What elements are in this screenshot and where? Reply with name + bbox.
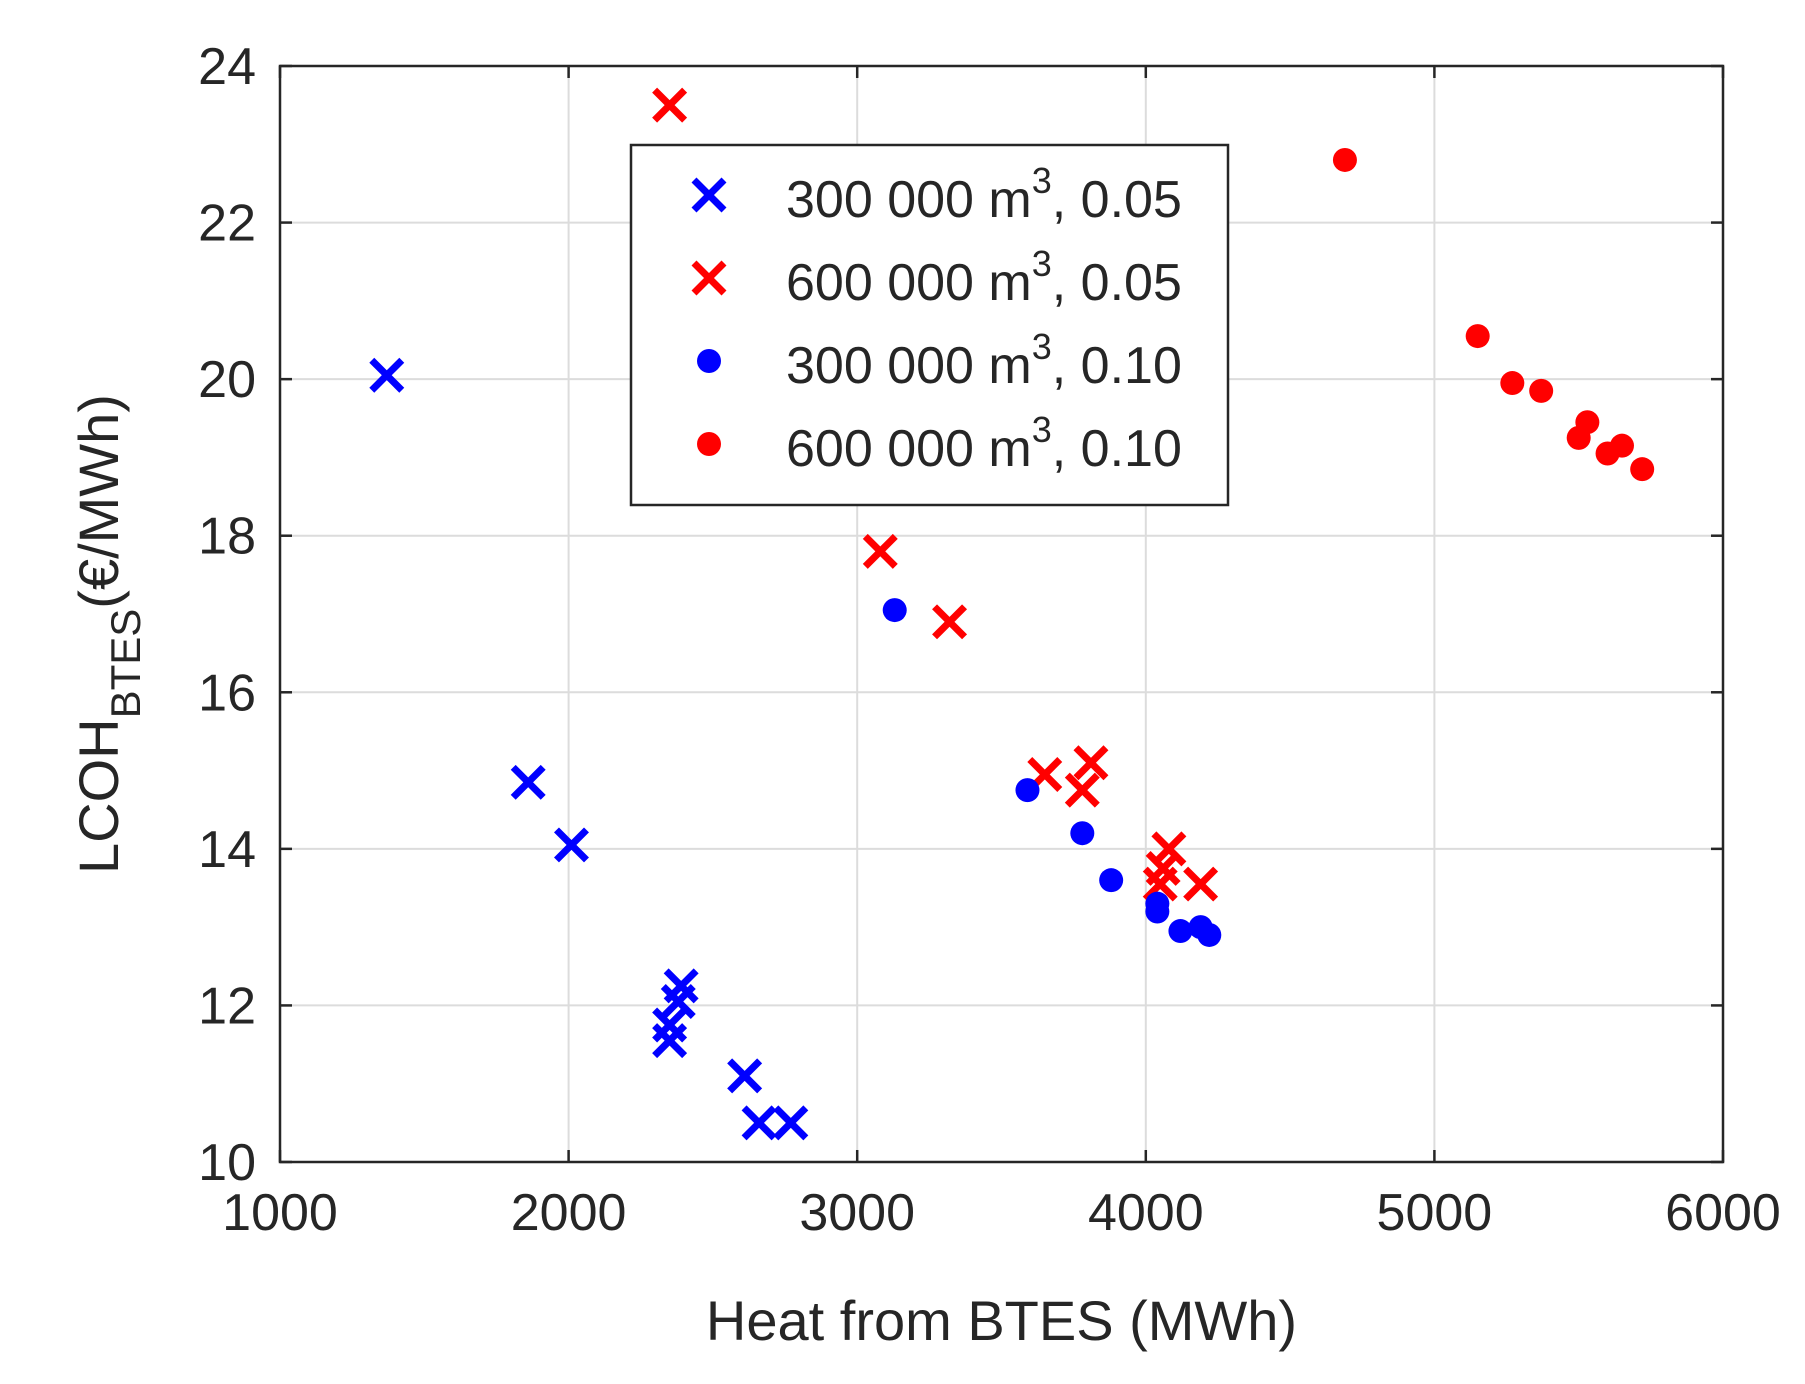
- legend-label: 300 000 m3, 0.10: [786, 326, 1182, 395]
- x-marker-point: [1151, 831, 1187, 867]
- legend-entry: 600 000 m3, 0.10: [697, 409, 1182, 478]
- series-1: [369, 357, 809, 1141]
- x-marker-point: [369, 357, 405, 393]
- x-tick-label: 3000: [799, 1184, 915, 1242]
- x-tick-label: 6000: [1665, 1184, 1781, 1242]
- legend-entry: 600 000 m3, 0.05: [691, 243, 1182, 312]
- x-tick-label: 4000: [1088, 1184, 1204, 1242]
- legend: 300 000 m3, 0.05 600 000 m3, 0.05 300 000 …: [629, 143, 1230, 507]
- dot-marker-point: [1197, 922, 1222, 947]
- legend-entry: 300 000 m3, 0.10: [697, 326, 1182, 395]
- series-3: [882, 598, 1222, 947]
- x-marker-point: [862, 533, 898, 569]
- y-tick-label: 18: [198, 508, 256, 566]
- series-4: [1332, 147, 1655, 482]
- x-tick-label: 1000: [222, 1184, 338, 1242]
- x-marker-point: [773, 1105, 809, 1141]
- y-tick-label: 16: [198, 664, 256, 722]
- dot-marker-point: [1609, 433, 1634, 458]
- dot-marker-point: [1145, 899, 1170, 924]
- x-tick-label: 2000: [511, 1184, 627, 1242]
- dot-marker-point: [1465, 324, 1490, 349]
- legend-marker: [691, 260, 727, 296]
- plot-frame: [278, 64, 1725, 1164]
- dot-marker-point: [1566, 425, 1591, 450]
- x-marker-point: [554, 827, 589, 863]
- x-marker-point: [652, 1023, 688, 1059]
- y-axis-label-main: LCOH: [67, 718, 130, 874]
- x-tick-label: 5000: [1377, 1184, 1493, 1242]
- data-points: [369, 87, 1655, 1141]
- y-axis-label-subscript: BTES: [102, 609, 149, 719]
- y-tick-label: 20: [198, 351, 256, 409]
- y-axis-label: LCOHBTES(€/MWh): [67, 394, 149, 874]
- legend-label: 600 000 m3, 0.05: [786, 243, 1182, 312]
- y-tick-label: 14: [198, 821, 256, 879]
- x-marker-point: [741, 1105, 777, 1141]
- x-marker-point: [727, 1058, 763, 1094]
- legend-marker: [697, 349, 721, 373]
- x-marker-point: [1183, 866, 1219, 902]
- y-tick-label: 22: [198, 195, 256, 253]
- x-axis-label: Heat from BTES (MWh): [706, 1289, 1297, 1352]
- legend-label: 600 000 m3, 0.10: [786, 409, 1182, 478]
- legend-box: [629, 143, 1230, 507]
- dot-marker-point: [1099, 868, 1124, 893]
- legend-label: 300 000 m3, 0.05: [786, 160, 1182, 229]
- y-tick-label: 12: [198, 977, 256, 1035]
- y-axis-label-unit: (€/MWh): [67, 394, 130, 609]
- x-marker-point: [932, 604, 968, 640]
- x-marker-point: [1064, 772, 1100, 808]
- dot-marker-point: [882, 598, 907, 623]
- dot-marker-point: [1070, 821, 1095, 846]
- x-marker-point: [652, 87, 688, 123]
- legend-marker: [697, 432, 721, 456]
- svg-text:LCOHBTES(€/MWh): LCOHBTES(€/MWh): [67, 394, 149, 874]
- dot-marker-point: [1332, 147, 1357, 172]
- dot-marker-point: [1529, 378, 1554, 403]
- y-tick-label: 24: [198, 38, 256, 96]
- dot-marker-point: [1168, 919, 1193, 944]
- axis-ticks: 1000 2000 3000 4000 5000 6000 10 12 14 16 18 20 22 24: [198, 38, 1781, 1242]
- legend-entry: 300 000 m3, 0.05: [691, 160, 1182, 229]
- x-marker-point: [1073, 745, 1109, 781]
- x-marker-point: [510, 764, 546, 800]
- y-tick-label: 10: [198, 1134, 256, 1192]
- x-marker-point: [660, 984, 696, 1019]
- legend-marker: [691, 177, 727, 213]
- dot-marker-point: [1500, 371, 1525, 396]
- dot-marker-point: [1015, 778, 1040, 803]
- dot-marker-point: [1630, 457, 1655, 482]
